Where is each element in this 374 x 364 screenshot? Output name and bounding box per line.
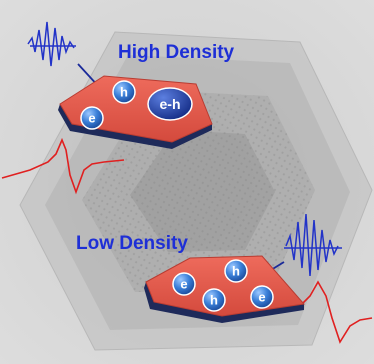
particle-hole-3: h — [202, 288, 226, 312]
light-pulse-bottom — [284, 213, 342, 277]
particle-electron-1: e — [80, 106, 104, 130]
core-hexagon — [130, 130, 275, 252]
exciton-label: e-h — [160, 96, 181, 112]
high-density-title: High Density — [118, 42, 235, 63]
light-pulse-top — [27, 21, 76, 67]
electron-label: e — [88, 111, 95, 126]
particle-hole-2: h — [224, 259, 248, 283]
exciton-pair: e-h — [147, 87, 193, 121]
flake-low-side — [144, 282, 304, 323]
hole-label: h — [120, 85, 128, 100]
low-density-title: Low Density — [76, 233, 188, 254]
electron-label: e — [180, 277, 187, 292]
signal-trace-top — [1, 137, 125, 195]
particle-hole-1: h — [112, 80, 136, 104]
particle-electron-3: e — [250, 285, 274, 309]
hole-label: h — [210, 293, 218, 308]
hole-label: h — [232, 264, 240, 279]
flake-high-side — [58, 104, 212, 149]
electron-label: e — [258, 290, 265, 305]
particle-electron-2: e — [172, 272, 196, 296]
